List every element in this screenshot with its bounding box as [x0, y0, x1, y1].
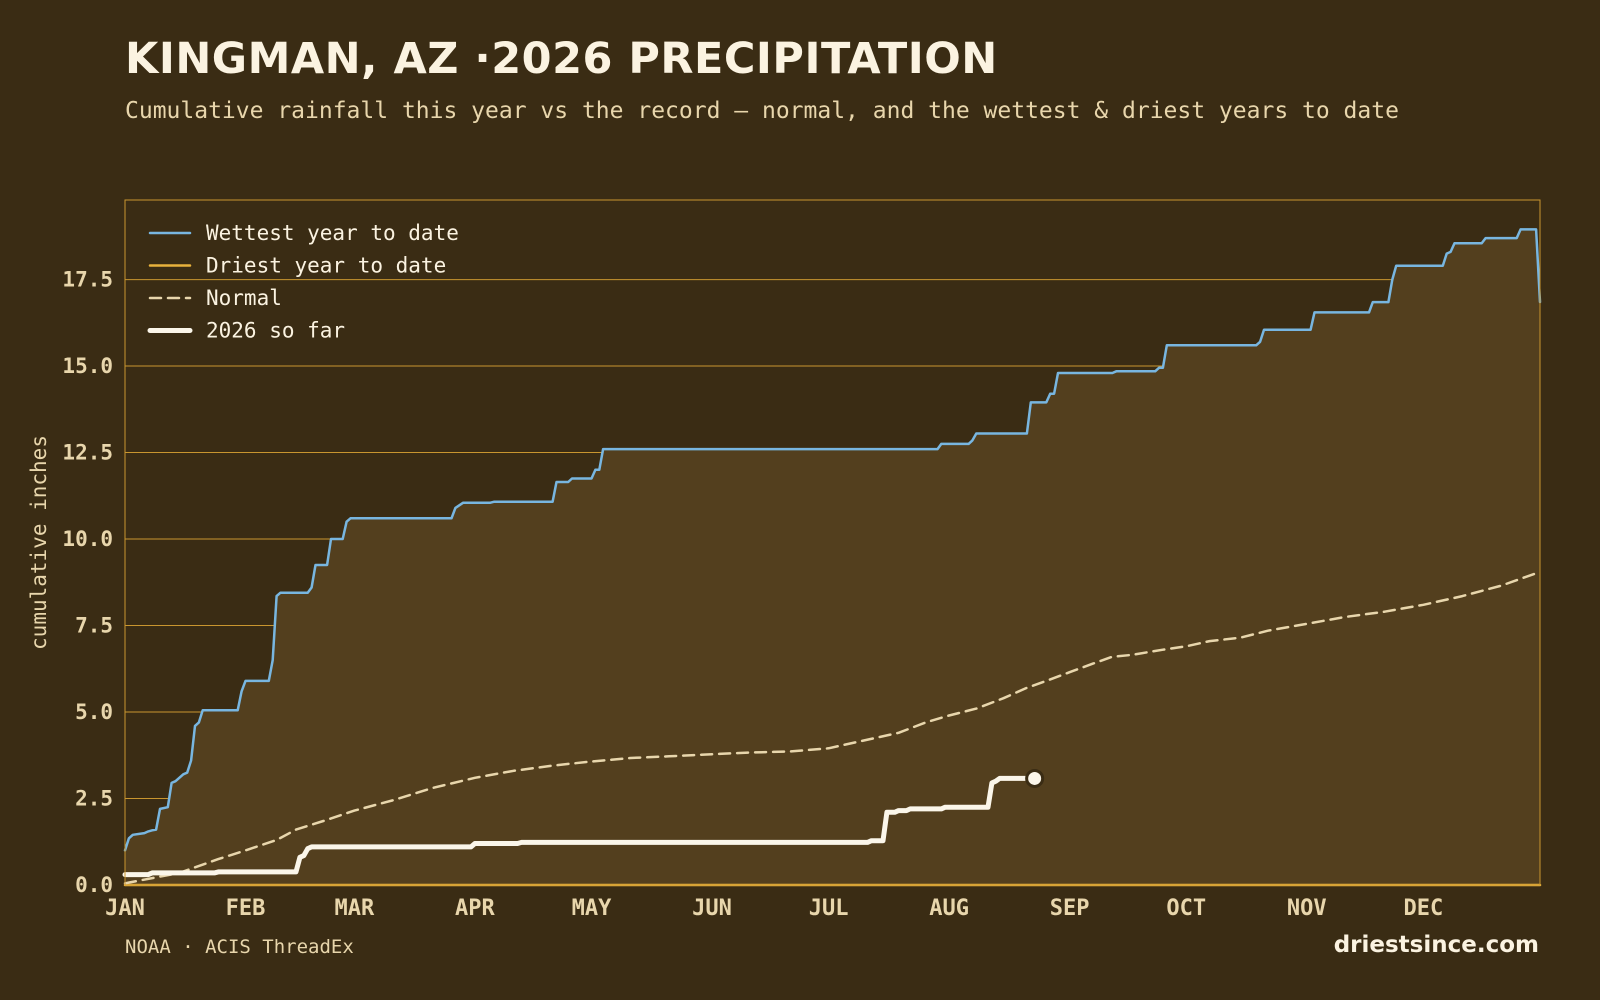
legend-label: Normal — [206, 286, 282, 310]
y-axis-ticks: 0.0 2.5 5.0 7.5 10.0 12.5 15.0 17.5 — [62, 268, 113, 897]
y-axis-label: cumulative inches — [27, 435, 51, 650]
x-tick-label: JAN — [105, 896, 145, 921]
x-tick-label: NOV — [1287, 896, 1327, 921]
brand-link[interactable]: driestsince.com — [1333, 932, 1539, 958]
x-tick-label: JUN — [692, 896, 732, 921]
x-axis-ticks: JAN FEB MAR APR MAY JUN JUL AUG SEP OCT NOV DEC — [105, 896, 1443, 921]
x-tick-label: AUG — [929, 896, 969, 921]
x-tick-label: MAY — [572, 896, 612, 921]
current-year-marker — [1025, 768, 1045, 788]
plot-frame — [124, 199, 1541, 886]
wettest-fill-area — [125, 229, 1540, 885]
x-tick-label: SEP — [1050, 896, 1090, 921]
legend-label: Wettest year to date — [206, 221, 459, 245]
y-tick-label: 7.5 — [75, 614, 113, 638]
x-tick-label: FEB — [226, 896, 266, 921]
y-tick-label: 17.5 — [62, 268, 113, 292]
y-tick-label: 10.0 — [62, 527, 113, 551]
y-tick-label: 0.0 — [75, 873, 113, 897]
legend-label: 2026 so far — [206, 319, 345, 343]
chart-title: KINGMAN, AZ ·2026 PRECIPITATION — [125, 34, 998, 84]
legend: Wettest year to date Driest year to date N… — [147, 221, 459, 343]
x-tick-label: OCT — [1166, 896, 1206, 921]
normal-line — [123, 570, 1542, 885]
x-tick-label: DEC — [1404, 896, 1444, 921]
source-credit: NOAA · ACIS ThreadEx — [125, 936, 354, 958]
x-tick-label: JUL — [809, 896, 849, 921]
wettest-line — [123, 228, 1542, 852]
y-tick-label: 15.0 — [62, 354, 113, 378]
x-tick-label: MAR — [334, 896, 374, 921]
x-tick-label: APR — [455, 896, 495, 921]
y-tick-label: 5.0 — [75, 700, 113, 724]
y-tick-label: 12.5 — [62, 441, 113, 465]
current-year-line — [122, 775, 1038, 878]
y-tick-label: 2.5 — [75, 787, 113, 811]
legend-label: Driest year to date — [206, 254, 446, 278]
chart-subtitle: Cumulative rainfall this year vs the rec… — [125, 98, 1399, 124]
